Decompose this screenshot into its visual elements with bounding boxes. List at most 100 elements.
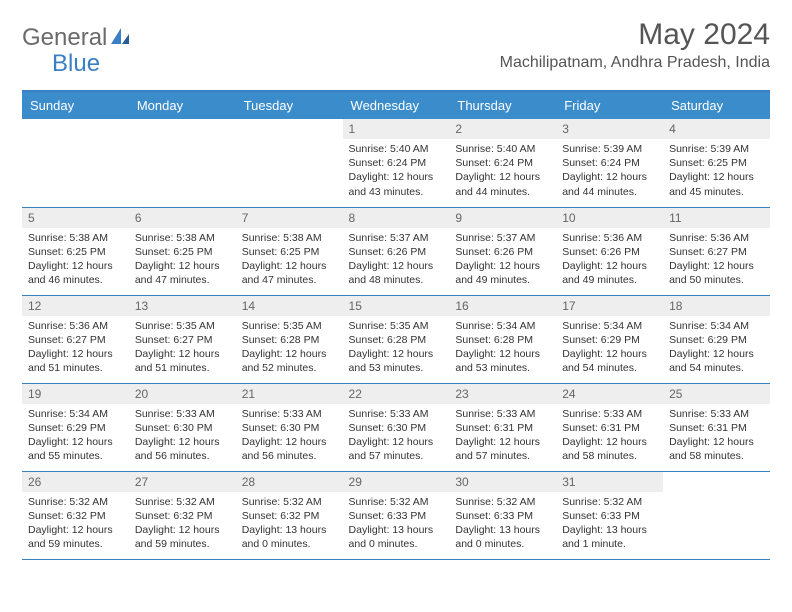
sunset-text: Sunset: 6:26 PM — [562, 245, 657, 259]
day-data: Sunrise: 5:37 AMSunset: 6:26 PMDaylight:… — [449, 228, 556, 292]
calendar-cell: 19Sunrise: 5:34 AMSunset: 6:29 PMDayligh… — [22, 383, 129, 471]
calendar-table: Sunday Monday Tuesday Wednesday Thursday… — [22, 92, 770, 560]
sunset-text: Sunset: 6:33 PM — [455, 509, 550, 523]
day-number: 9 — [449, 208, 556, 228]
daylight-text: Daylight: 12 hours — [562, 435, 657, 449]
day-data: Sunrise: 5:35 AMSunset: 6:28 PMDaylight:… — [343, 316, 450, 380]
calendar-cell: 29Sunrise: 5:32 AMSunset: 6:33 PMDayligh… — [343, 471, 450, 559]
day-data: Sunrise: 5:33 AMSunset: 6:30 PMDaylight:… — [343, 404, 450, 468]
daylight-text: Daylight: 12 hours — [349, 170, 444, 184]
day-number: 29 — [343, 472, 450, 492]
sunrise-text: Sunrise: 5:38 AM — [28, 231, 123, 245]
logo: General — [22, 24, 133, 52]
daylight-text: Daylight: 12 hours — [28, 347, 123, 361]
day-number: 13 — [129, 296, 236, 316]
weekday-header: Friday — [556, 92, 663, 119]
sunrise-text: Sunrise: 5:40 AM — [455, 142, 550, 156]
weekday-header: Thursday — [449, 92, 556, 119]
daylight-text: and 50 minutes. — [669, 273, 764, 287]
daylight-text: and 0 minutes. — [349, 537, 444, 551]
daylight-text: and 51 minutes. — [28, 361, 123, 375]
day-number: 2 — [449, 119, 556, 139]
calendar-cell: 20Sunrise: 5:33 AMSunset: 6:30 PMDayligh… — [129, 383, 236, 471]
title-block: May 2024 Machilipatnam, Andhra Pradesh, … — [500, 18, 770, 72]
sunrise-text: Sunrise: 5:38 AM — [242, 231, 337, 245]
day-number: 1 — [343, 119, 450, 139]
calendar-cell — [22, 119, 129, 207]
daylight-text: and 44 minutes. — [455, 185, 550, 199]
day-data: Sunrise: 5:33 AMSunset: 6:31 PMDaylight:… — [556, 404, 663, 468]
day-data: Sunrise: 5:36 AMSunset: 6:27 PMDaylight:… — [22, 316, 129, 380]
sunset-text: Sunset: 6:29 PM — [669, 333, 764, 347]
sunset-text: Sunset: 6:25 PM — [242, 245, 337, 259]
day-data: Sunrise: 5:35 AMSunset: 6:28 PMDaylight:… — [236, 316, 343, 380]
sunset-text: Sunset: 6:29 PM — [28, 421, 123, 435]
sunrise-text: Sunrise: 5:32 AM — [28, 495, 123, 509]
sunrise-text: Sunrise: 5:38 AM — [135, 231, 230, 245]
daylight-text: and 55 minutes. — [28, 449, 123, 463]
sunrise-text: Sunrise: 5:32 AM — [562, 495, 657, 509]
calendar-row: 26Sunrise: 5:32 AMSunset: 6:32 PMDayligh… — [22, 471, 770, 559]
daylight-text: and 56 minutes. — [135, 449, 230, 463]
day-data: Sunrise: 5:39 AMSunset: 6:24 PMDaylight:… — [556, 139, 663, 203]
daylight-text: Daylight: 12 hours — [669, 259, 764, 273]
calendar-cell: 23Sunrise: 5:33 AMSunset: 6:31 PMDayligh… — [449, 383, 556, 471]
sunrise-text: Sunrise: 5:33 AM — [135, 407, 230, 421]
day-number: 10 — [556, 208, 663, 228]
sunset-text: Sunset: 6:31 PM — [455, 421, 550, 435]
daylight-text: and 47 minutes. — [242, 273, 337, 287]
sunrise-text: Sunrise: 5:36 AM — [669, 231, 764, 245]
calendar-cell: 12Sunrise: 5:36 AMSunset: 6:27 PMDayligh… — [22, 295, 129, 383]
daylight-text: and 53 minutes. — [455, 361, 550, 375]
calendar-cell — [236, 119, 343, 207]
daylight-text: Daylight: 12 hours — [455, 259, 550, 273]
sunrise-text: Sunrise: 5:33 AM — [562, 407, 657, 421]
daylight-text: Daylight: 12 hours — [135, 523, 230, 537]
daylight-text: and 53 minutes. — [349, 361, 444, 375]
sunset-text: Sunset: 6:30 PM — [135, 421, 230, 435]
weekday-header: Monday — [129, 92, 236, 119]
daylight-text: and 47 minutes. — [135, 273, 230, 287]
daylight-text: and 43 minutes. — [349, 185, 444, 199]
daylight-text: and 49 minutes. — [562, 273, 657, 287]
daylight-text: and 51 minutes. — [135, 361, 230, 375]
day-number: 19 — [22, 384, 129, 404]
daylight-text: and 44 minutes. — [562, 185, 657, 199]
daylight-text: and 1 minute. — [562, 537, 657, 551]
day-number: 23 — [449, 384, 556, 404]
sail-icon — [109, 26, 131, 51]
daylight-text: Daylight: 12 hours — [669, 435, 764, 449]
calendar-cell: 5Sunrise: 5:38 AMSunset: 6:25 PMDaylight… — [22, 207, 129, 295]
sunset-text: Sunset: 6:27 PM — [28, 333, 123, 347]
day-data: Sunrise: 5:32 AMSunset: 6:32 PMDaylight:… — [236, 492, 343, 556]
daylight-text: and 57 minutes. — [455, 449, 550, 463]
sunrise-text: Sunrise: 5:37 AM — [455, 231, 550, 245]
month-title: May 2024 — [500, 18, 770, 52]
daylight-text: Daylight: 12 hours — [562, 259, 657, 273]
sunset-text: Sunset: 6:28 PM — [349, 333, 444, 347]
sunrise-text: Sunrise: 5:36 AM — [28, 319, 123, 333]
calendar-row: 12Sunrise: 5:36 AMSunset: 6:27 PMDayligh… — [22, 295, 770, 383]
sunset-text: Sunset: 6:32 PM — [242, 509, 337, 523]
calendar-cell: 8Sunrise: 5:37 AMSunset: 6:26 PMDaylight… — [343, 207, 450, 295]
sunset-text: Sunset: 6:28 PM — [455, 333, 550, 347]
calendar-cell: 25Sunrise: 5:33 AMSunset: 6:31 PMDayligh… — [663, 383, 770, 471]
sunrise-text: Sunrise: 5:32 AM — [135, 495, 230, 509]
sunset-text: Sunset: 6:24 PM — [455, 156, 550, 170]
day-number: 22 — [343, 384, 450, 404]
day-number: 17 — [556, 296, 663, 316]
calendar-cell: 11Sunrise: 5:36 AMSunset: 6:27 PMDayligh… — [663, 207, 770, 295]
daylight-text: Daylight: 12 hours — [669, 347, 764, 361]
sunset-text: Sunset: 6:31 PM — [562, 421, 657, 435]
day-number: 30 — [449, 472, 556, 492]
daylight-text: Daylight: 12 hours — [562, 170, 657, 184]
day-number: 26 — [22, 472, 129, 492]
sunrise-text: Sunrise: 5:36 AM — [562, 231, 657, 245]
sunrise-text: Sunrise: 5:35 AM — [242, 319, 337, 333]
sunrise-text: Sunrise: 5:34 AM — [455, 319, 550, 333]
calendar-cell: 2Sunrise: 5:40 AMSunset: 6:24 PMDaylight… — [449, 119, 556, 207]
daylight-text: Daylight: 12 hours — [562, 347, 657, 361]
calendar-cell: 27Sunrise: 5:32 AMSunset: 6:32 PMDayligh… — [129, 471, 236, 559]
sunrise-text: Sunrise: 5:34 AM — [562, 319, 657, 333]
sunrise-text: Sunrise: 5:32 AM — [349, 495, 444, 509]
